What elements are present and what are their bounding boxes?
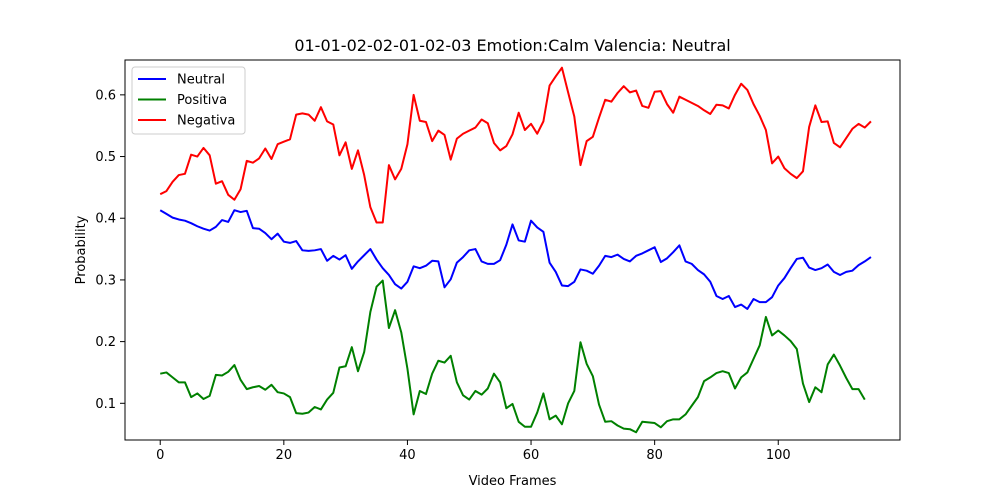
legend-label-negativa: Negativa xyxy=(177,114,235,129)
x-tick-label: 40 xyxy=(399,448,416,463)
legend-label-positiva: Positiva xyxy=(177,93,227,108)
y-tick-label: 0.6 xyxy=(95,88,116,103)
y-tick-label: 0.1 xyxy=(95,397,116,412)
y-tick-label: 0.2 xyxy=(95,335,116,350)
x-axis-label: Video Frames xyxy=(469,474,557,489)
series-line-negativa xyxy=(159,66,872,224)
series-line-positiva xyxy=(160,279,866,434)
y-tick-label: 0.4 xyxy=(95,212,116,227)
x-tick-label: 60 xyxy=(523,448,540,463)
y-tick-label: 0.5 xyxy=(95,150,116,165)
legend-label-neutral: Neutral xyxy=(177,73,225,88)
x-tick-label: 20 xyxy=(276,448,293,463)
x-tick-label: 100 xyxy=(766,448,791,463)
x-tick-label: 80 xyxy=(646,448,663,463)
legend-box xyxy=(131,66,246,135)
plot-area-frame xyxy=(124,59,901,441)
y-tick-label: 0.3 xyxy=(95,273,116,288)
x-tick-label: 0 xyxy=(156,448,164,463)
series-line-neutral xyxy=(159,209,872,310)
y-axis-label: Probability xyxy=(74,215,89,284)
chart-title: 01-01-02-02-01-02-03 Emotion:Calm Valenc… xyxy=(294,36,730,55)
